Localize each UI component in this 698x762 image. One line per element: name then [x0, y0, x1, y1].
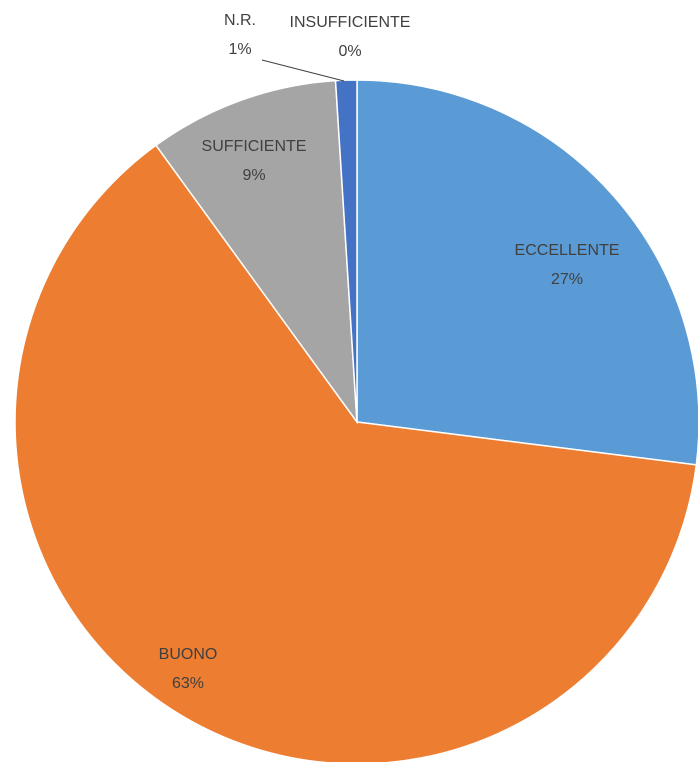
- pie-slice: [334, 79, 358, 423]
- slice-label: BUONO: [159, 646, 218, 663]
- slice-value-label: 0%: [338, 43, 361, 60]
- slice-value-label: 27%: [551, 271, 583, 288]
- slice-value-label: 63%: [172, 675, 204, 692]
- pie-slice: [356, 79, 698, 466]
- slice-label: ECCELLENTE: [515, 242, 620, 259]
- pie-slice: [154, 79, 358, 425]
- slice-label: N.R.: [224, 12, 256, 29]
- slice-value-label: 1%: [228, 41, 251, 58]
- slice-value-label: 9%: [242, 167, 265, 184]
- leader-line: [261, 59, 345, 82]
- slice-label: INSUFFICIENTE: [290, 14, 411, 31]
- slice-label: SUFFICIENTE: [202, 138, 307, 155]
- pie-slice: [14, 144, 698, 762]
